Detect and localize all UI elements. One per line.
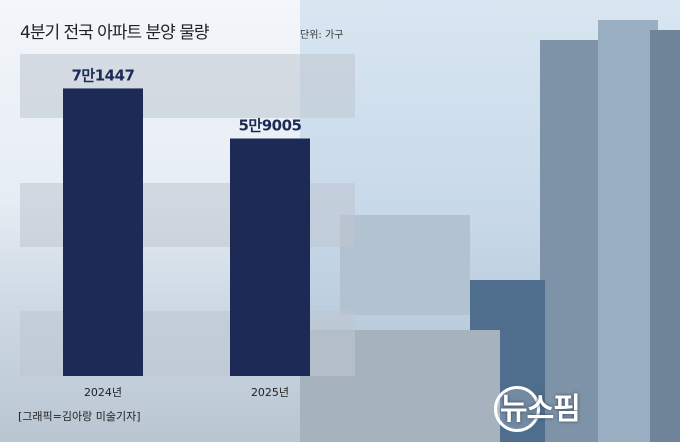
unit-label: 단위: 가구: [300, 30, 344, 41]
graphic-credit: [그래픽=김아랑 미술기자]: [18, 410, 141, 423]
building-image: [598, 20, 658, 442]
building-image: [340, 215, 470, 315]
bar-2025년: [230, 138, 310, 376]
building-image: [650, 30, 680, 442]
bar-value-label: 7만1447: [72, 66, 135, 84]
bar-value-label: 5만9005: [239, 117, 302, 135]
x-tick-label: 2025년: [251, 386, 289, 399]
chart-title: 4분기 전국 아파트 분양 물량: [20, 23, 209, 43]
newspim-logo: 뉴스핌: [500, 392, 581, 427]
bar-2024년: [63, 88, 143, 376]
x-tick-label: 2024년: [84, 386, 122, 399]
logo-emblem-icon: [494, 386, 540, 432]
